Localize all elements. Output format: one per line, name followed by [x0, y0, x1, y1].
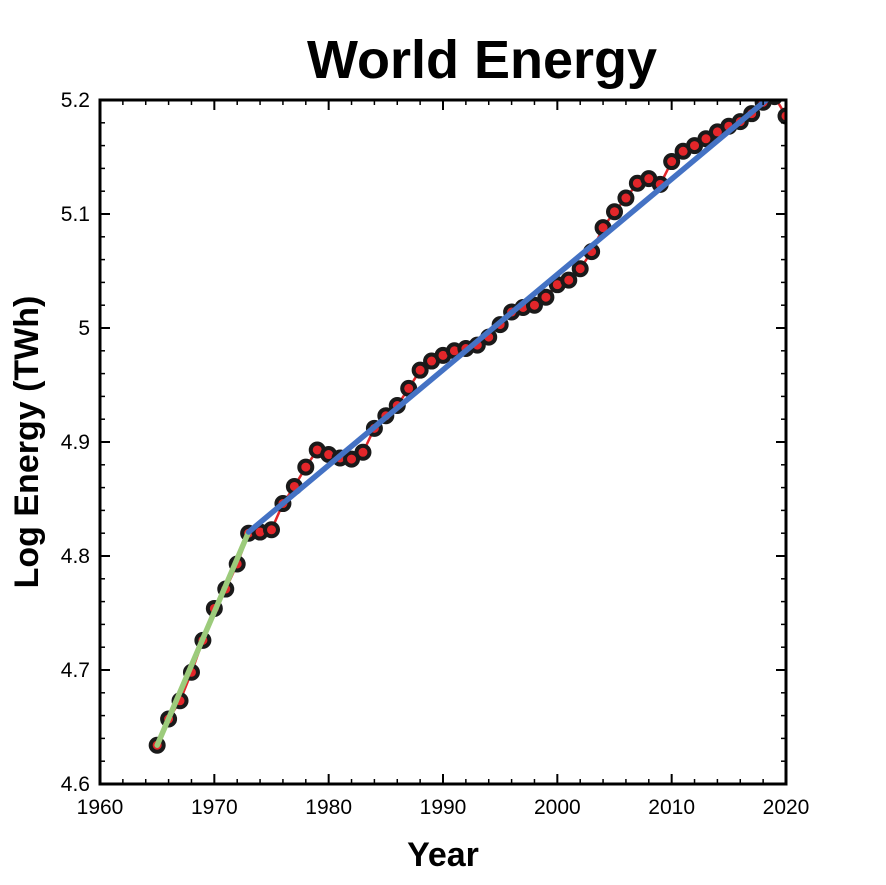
- data-point: [571, 260, 589, 278]
- y-tick-label: 4.9: [61, 431, 90, 454]
- y-tick-label: 4.7: [61, 659, 90, 682]
- y-tick-label: 4.6: [61, 773, 90, 796]
- data-point: [617, 189, 635, 207]
- data-point: [560, 271, 578, 289]
- data-point: [525, 296, 543, 314]
- data-point: [354, 443, 372, 461]
- data-point: [777, 107, 786, 125]
- x-tick-label: 1970: [191, 796, 238, 819]
- data-point: [663, 153, 681, 171]
- data-point: [263, 521, 280, 539]
- series-line: [156, 100, 786, 746]
- plot-content: [148, 100, 786, 754]
- y-tick-label: 5.2: [61, 89, 90, 112]
- plot-frame: [98, 98, 788, 786]
- chart-title: World Energy: [307, 30, 657, 90]
- data-point: [537, 288, 555, 306]
- y-axis-label: Log Energy (TWh): [8, 296, 46, 589]
- x-tick-label: 1980: [305, 796, 352, 819]
- plot-area: 1960 1970 1980 1990 2000 2010 2020 4.6 4.7 4.8 4.9…: [61, 89, 810, 819]
- x-tick-label: 2020: [763, 796, 810, 819]
- x-axis-label: Year: [407, 836, 479, 874]
- data-point: [606, 203, 623, 221]
- x-tick-label: 2000: [534, 796, 581, 819]
- y-tick-label: 5.1: [61, 203, 90, 226]
- x-tick-label: 2010: [648, 796, 695, 819]
- y-tick-label: 5: [78, 317, 90, 340]
- x-tick-label: 1960: [77, 796, 124, 819]
- trend-line-early: [154, 529, 252, 748]
- data-point: [411, 361, 429, 379]
- data-point: [297, 458, 315, 476]
- y-tick-label: 4.8: [61, 545, 90, 568]
- trend-line-late: [245, 100, 771, 535]
- x-tick-label: 1990: [420, 796, 467, 819]
